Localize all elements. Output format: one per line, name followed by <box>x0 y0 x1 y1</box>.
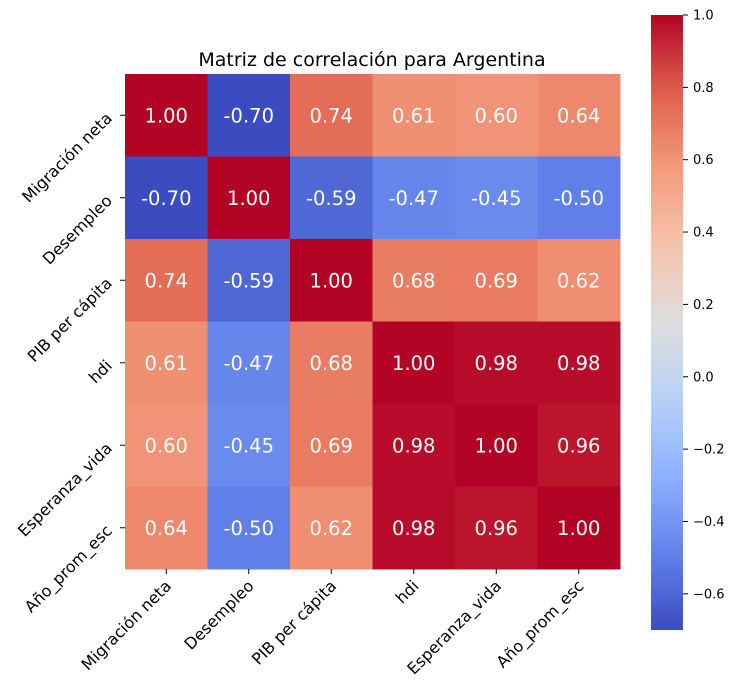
cell-value-label: 0.60 <box>475 104 518 127</box>
x-tick-label: Desempleo <box>180 576 257 653</box>
y-tick-label: Desempleo <box>39 191 116 268</box>
cell-value-label: 0.98 <box>392 434 435 457</box>
heatmap-cell <box>125 321 208 405</box>
y-tick-label: hdi <box>85 356 116 387</box>
cell-value-label: -0.59 <box>306 187 356 210</box>
heatmap-cell <box>372 74 456 157</box>
heatmap-cell <box>207 74 291 157</box>
cell-value-label: 0.68 <box>392 269 435 292</box>
chart-title: Matriz de correlación para Argentina <box>198 49 545 71</box>
heatmap-cell <box>455 74 538 157</box>
heatmap-cell <box>290 74 373 157</box>
heatmap-cell <box>537 404 621 487</box>
heatmap-cell <box>125 239 208 322</box>
cell-value-label: -0.50 <box>554 187 604 210</box>
cell-value-label: -0.45 <box>471 187 521 210</box>
heatmap-cell <box>207 156 291 240</box>
colorbar-tick-label: −0.2 <box>693 443 725 458</box>
cell-value-label: -0.50 <box>224 517 274 540</box>
cell-value-label: 0.96 <box>557 434 600 457</box>
heatmap-cell <box>125 74 208 157</box>
cell-value-label: 1.00 <box>475 434 518 457</box>
heatmap-cell <box>290 404 373 487</box>
cell-value-label: 0.68 <box>310 352 353 375</box>
heatmap-cell <box>125 156 208 240</box>
heatmap-cell <box>125 486 208 570</box>
cell-value-label: 0.61 <box>145 352 188 375</box>
cell-value-label: -0.70 <box>224 104 274 127</box>
colorbar-tick-label: 0.4 <box>693 226 714 241</box>
heatmap-cell <box>207 486 291 570</box>
heatmap-cell <box>290 321 373 405</box>
x-tick-label: hdi <box>392 576 423 607</box>
cell-value-label: -0.70 <box>141 187 191 210</box>
heatmap-cell <box>372 404 456 487</box>
heatmap-cells: 1.00 -0.70 0.74 0.61 0.60 0.64 -0.70 1.00 -0.59 -… <box>125 74 621 570</box>
cell-value-label: -0.47 <box>224 352 274 375</box>
cell-value-label: 0.74 <box>145 269 188 292</box>
y-tick-label: Año_prom_esc <box>21 521 117 617</box>
cell-value-label: 0.64 <box>145 517 188 540</box>
heatmap-cell <box>455 486 538 570</box>
cell-value-label: 0.64 <box>557 104 600 127</box>
colorbar-tick-label: −0.6 <box>693 587 725 602</box>
cell-value-label: 1.00 <box>557 517 600 540</box>
heatmap-cell <box>455 156 538 240</box>
heatmap-cell <box>537 486 621 570</box>
heatmap-cell <box>372 156 456 240</box>
colorbar-tick-label: 1.0 <box>693 9 714 24</box>
cell-value-label: 0.96 <box>475 517 518 540</box>
heatmap-cell <box>290 239 373 322</box>
cell-value-label: 0.60 <box>145 434 188 457</box>
heatmap-cell <box>125 404 208 487</box>
cell-value-label: 0.98 <box>392 517 435 540</box>
colorbar-tick-label: 0.8 <box>693 81 714 96</box>
cell-value-label: -0.47 <box>389 187 439 210</box>
colorbar-tick-label: 0.0 <box>693 370 714 385</box>
heatmap-cell <box>455 404 538 487</box>
heatmap-cell <box>455 239 538 322</box>
cell-value-label: 0.74 <box>310 104 353 127</box>
cell-value-label: -0.45 <box>224 434 274 457</box>
heatmap-cell <box>455 321 538 405</box>
cell-value-label: -0.59 <box>224 269 274 292</box>
heatmap-cell <box>537 321 621 405</box>
heatmap-cell <box>537 74 621 157</box>
cell-value-label: 0.62 <box>557 269 600 292</box>
heatmap-cell <box>372 321 456 405</box>
cell-value-label: 1.00 <box>310 269 353 292</box>
heatmap-cell <box>207 239 291 322</box>
cell-value-label: 0.61 <box>392 104 435 127</box>
heatmap-cell <box>537 156 621 240</box>
cell-value-label: 0.98 <box>557 352 600 375</box>
colorbar-tick-label: 0.6 <box>693 153 714 168</box>
cell-value-label: 1.00 <box>145 104 188 127</box>
heatmap-cell <box>207 321 291 405</box>
cell-value-label: 1.00 <box>392 352 435 375</box>
cell-value-label: 0.69 <box>475 269 518 292</box>
heatmap-cell <box>372 486 456 570</box>
heatmap-cell <box>290 156 373 240</box>
x-tick-label: PIB per cápita <box>248 576 340 668</box>
heatmap-cell <box>372 239 456 322</box>
heatmap-cell <box>290 486 373 570</box>
colorbar: −0.6 −0.4 −0.2 0.0 0.2 0.4 0.6 0.8 1.0 <box>651 9 725 630</box>
y-tick-label: PIB per cápita <box>24 274 116 366</box>
colorbar-tick-label: −0.4 <box>693 515 725 530</box>
x-tick-label: Año_prom_esc <box>492 576 588 672</box>
cell-value-label: 0.69 <box>310 434 353 457</box>
cell-value-label: 1.00 <box>227 187 270 210</box>
cell-value-label: 0.62 <box>310 517 353 540</box>
x-tick-label: Migración neta <box>77 576 175 674</box>
heatmap-cell <box>207 404 291 487</box>
heatmap-cell <box>537 239 621 322</box>
colorbar-tick-label: 0.2 <box>693 298 714 313</box>
colorbar-gradient <box>651 15 683 630</box>
cell-value-label: 0.98 <box>475 352 518 375</box>
